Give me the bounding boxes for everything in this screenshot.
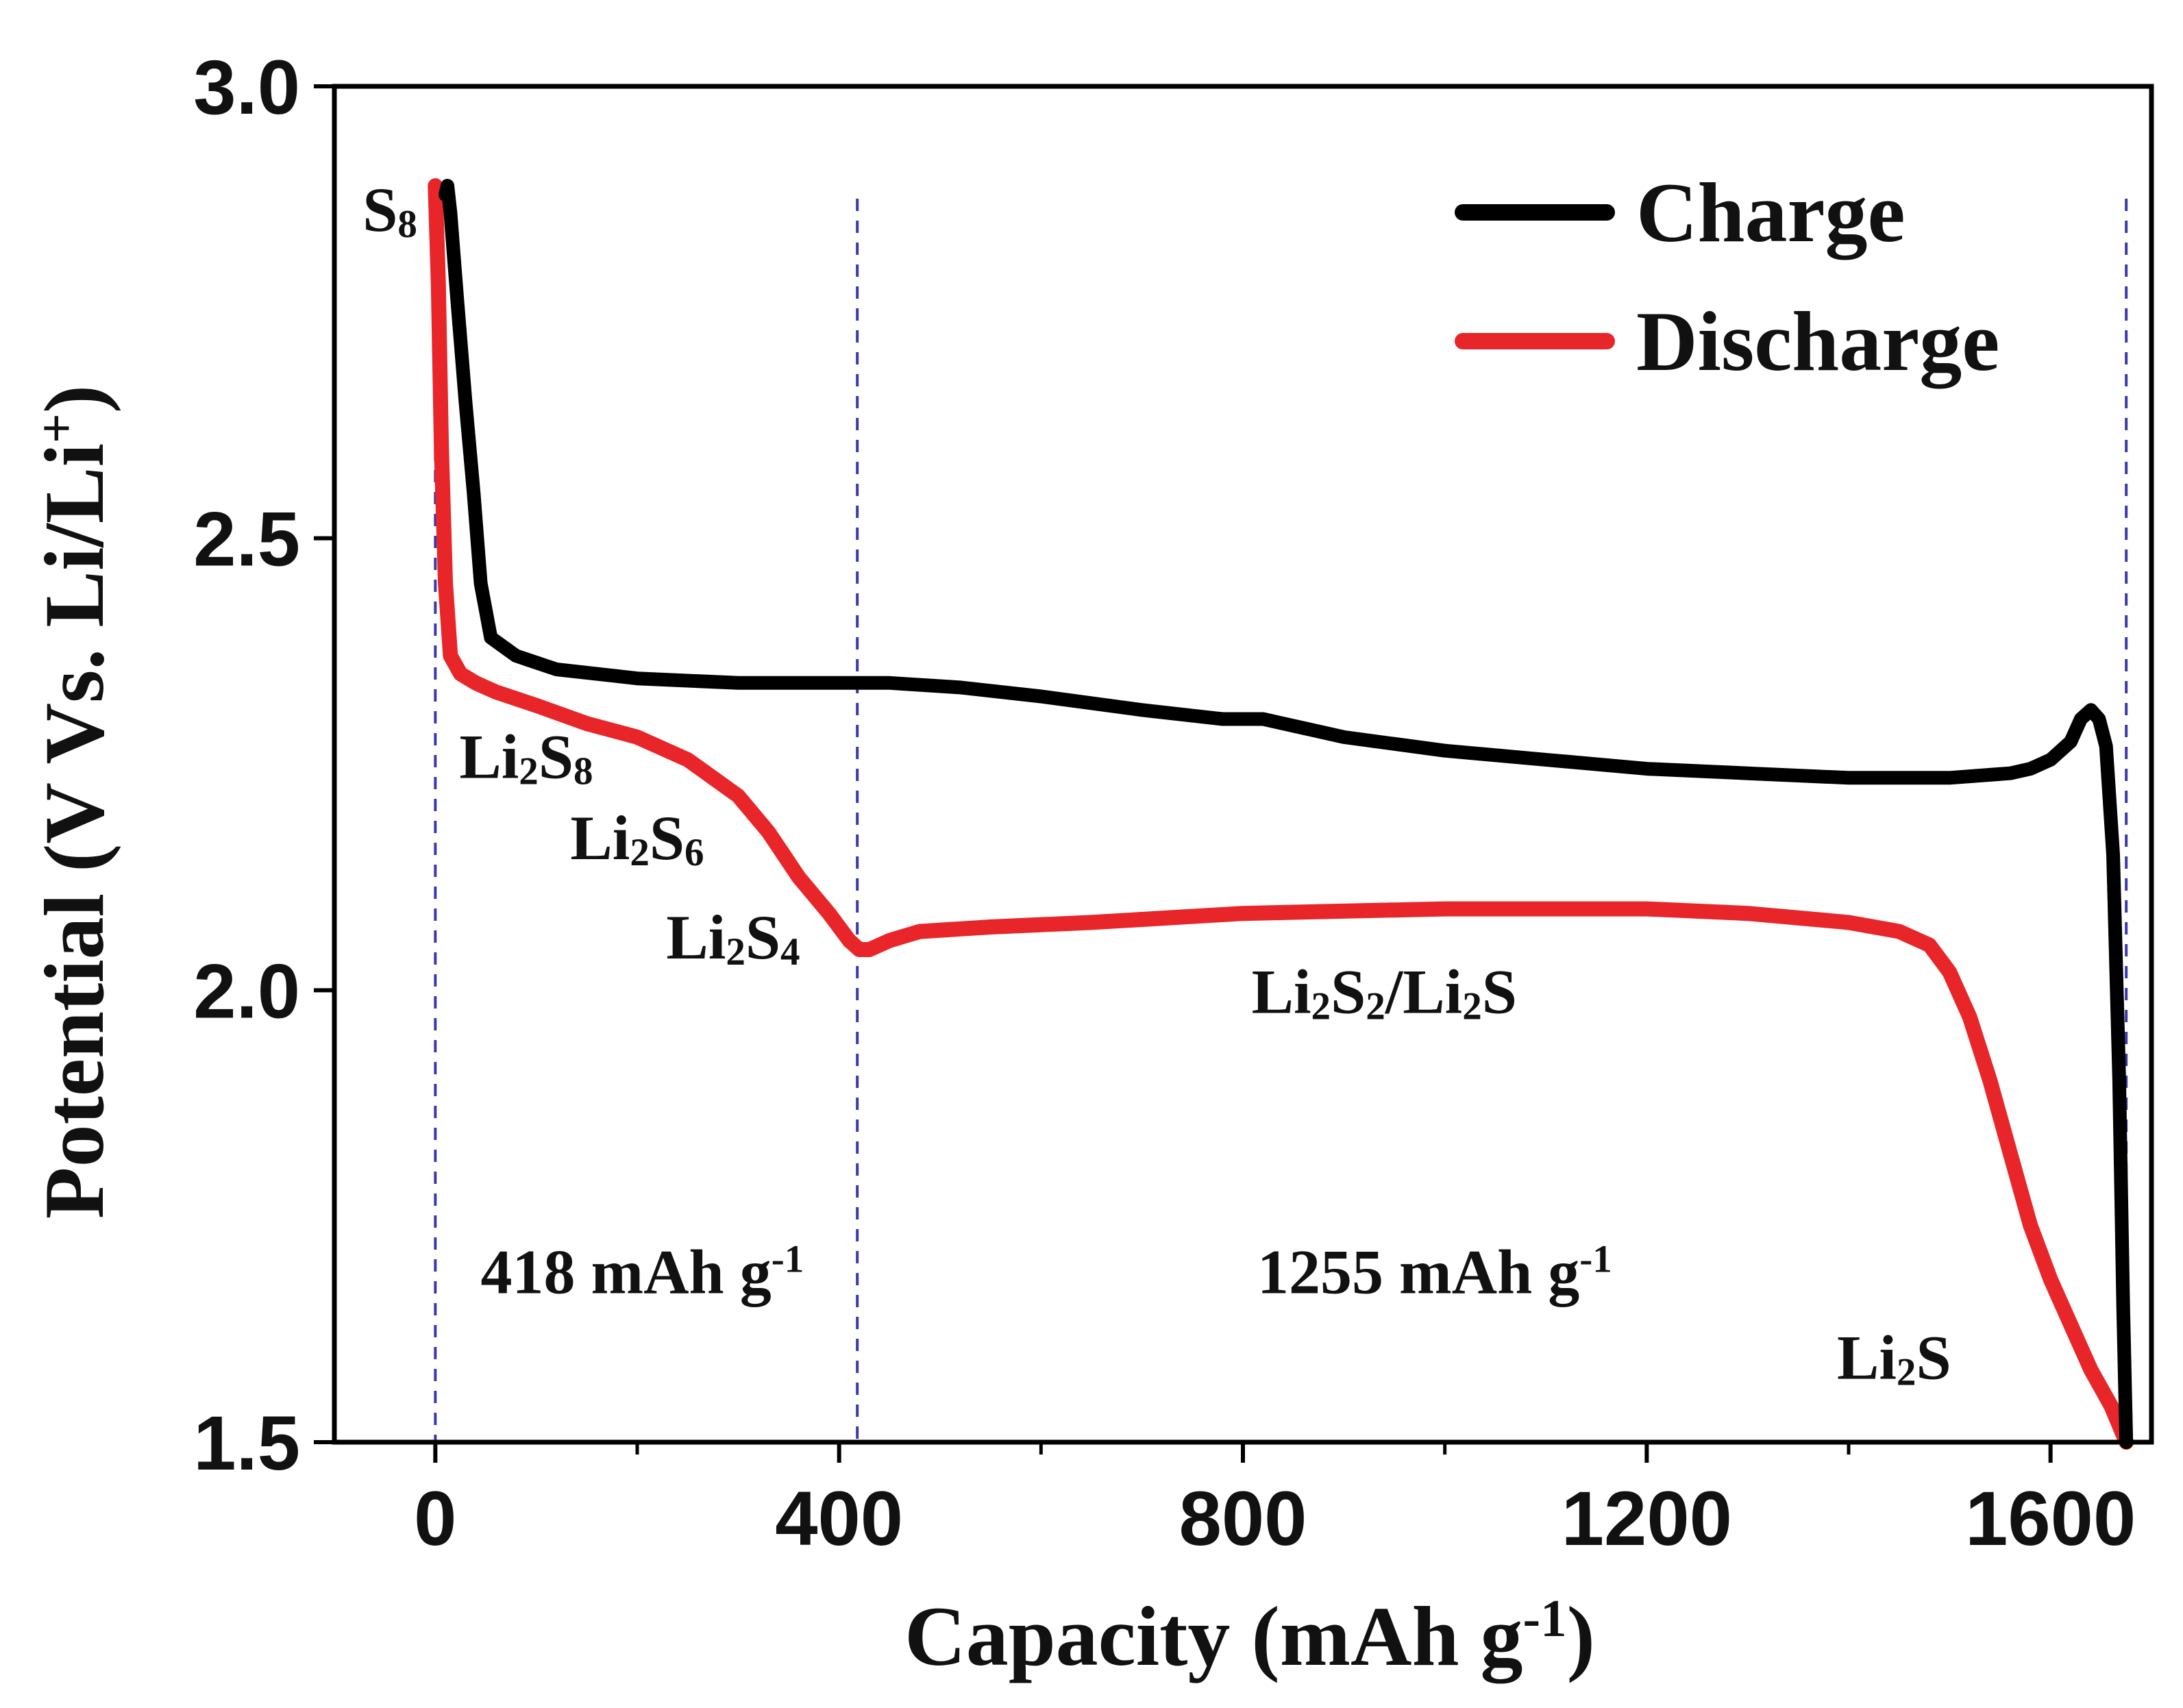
series-layer <box>428 178 2134 1450</box>
y-tick-label: 1.5 <box>193 1400 300 1486</box>
legend: Charge Discharge <box>1455 166 1999 389</box>
x-tick-label: 1200 <box>1562 1476 1732 1561</box>
annotation-li2s6: Li2S6 <box>570 803 704 874</box>
annotation-li2s4: Li2S4 <box>666 902 800 974</box>
series-charge <box>439 179 2134 1449</box>
annotation-s8: S8 <box>362 175 417 246</box>
y-tick-label: 3.0 <box>193 45 300 130</box>
x-tick-label: 400 <box>775 1476 903 1561</box>
annotation-cap-418: 418 mAh g-1 <box>480 1237 804 1307</box>
x-axis-title: Capacity (mAh g-1) <box>904 1589 1595 1684</box>
annotations: S8 Li2S8 Li2S6 Li2S4 Li2S2/Li2S Li2S 418 mAh g… <box>362 175 1951 1394</box>
legend-label-charge: Charge <box>1636 166 1906 260</box>
axis-titles: Capacity (mAh g-1) Potential (V Vs. Li/Li… <box>27 385 1595 1684</box>
y-tick-label: 2.0 <box>193 948 300 1034</box>
annotation-li2s8: Li2S8 <box>459 721 593 793</box>
annotation-li2s2-li2s: Li2S2/Li2S <box>1252 956 1517 1028</box>
y-tick-label: 2.5 <box>193 497 300 582</box>
annotation-li2s-end: Li2S <box>1837 1323 1951 1394</box>
legend-label-discharge: Discharge <box>1636 295 1999 389</box>
x-tick-label: 1600 <box>1965 1476 2136 1561</box>
axis-ticks: 0 400 800 1200 1600 1.5 2.0 2.5 3.0 <box>193 45 2136 1561</box>
series-discharge <box>428 178 2134 1450</box>
annotation-cap-1255: 1255 mAh g-1 <box>1257 1237 1612 1307</box>
x-tick-label: 0 <box>414 1476 456 1561</box>
x-tick-label: 800 <box>1179 1476 1307 1561</box>
y-axis-title: Potential (V Vs. Li/Li+) <box>27 385 121 1219</box>
